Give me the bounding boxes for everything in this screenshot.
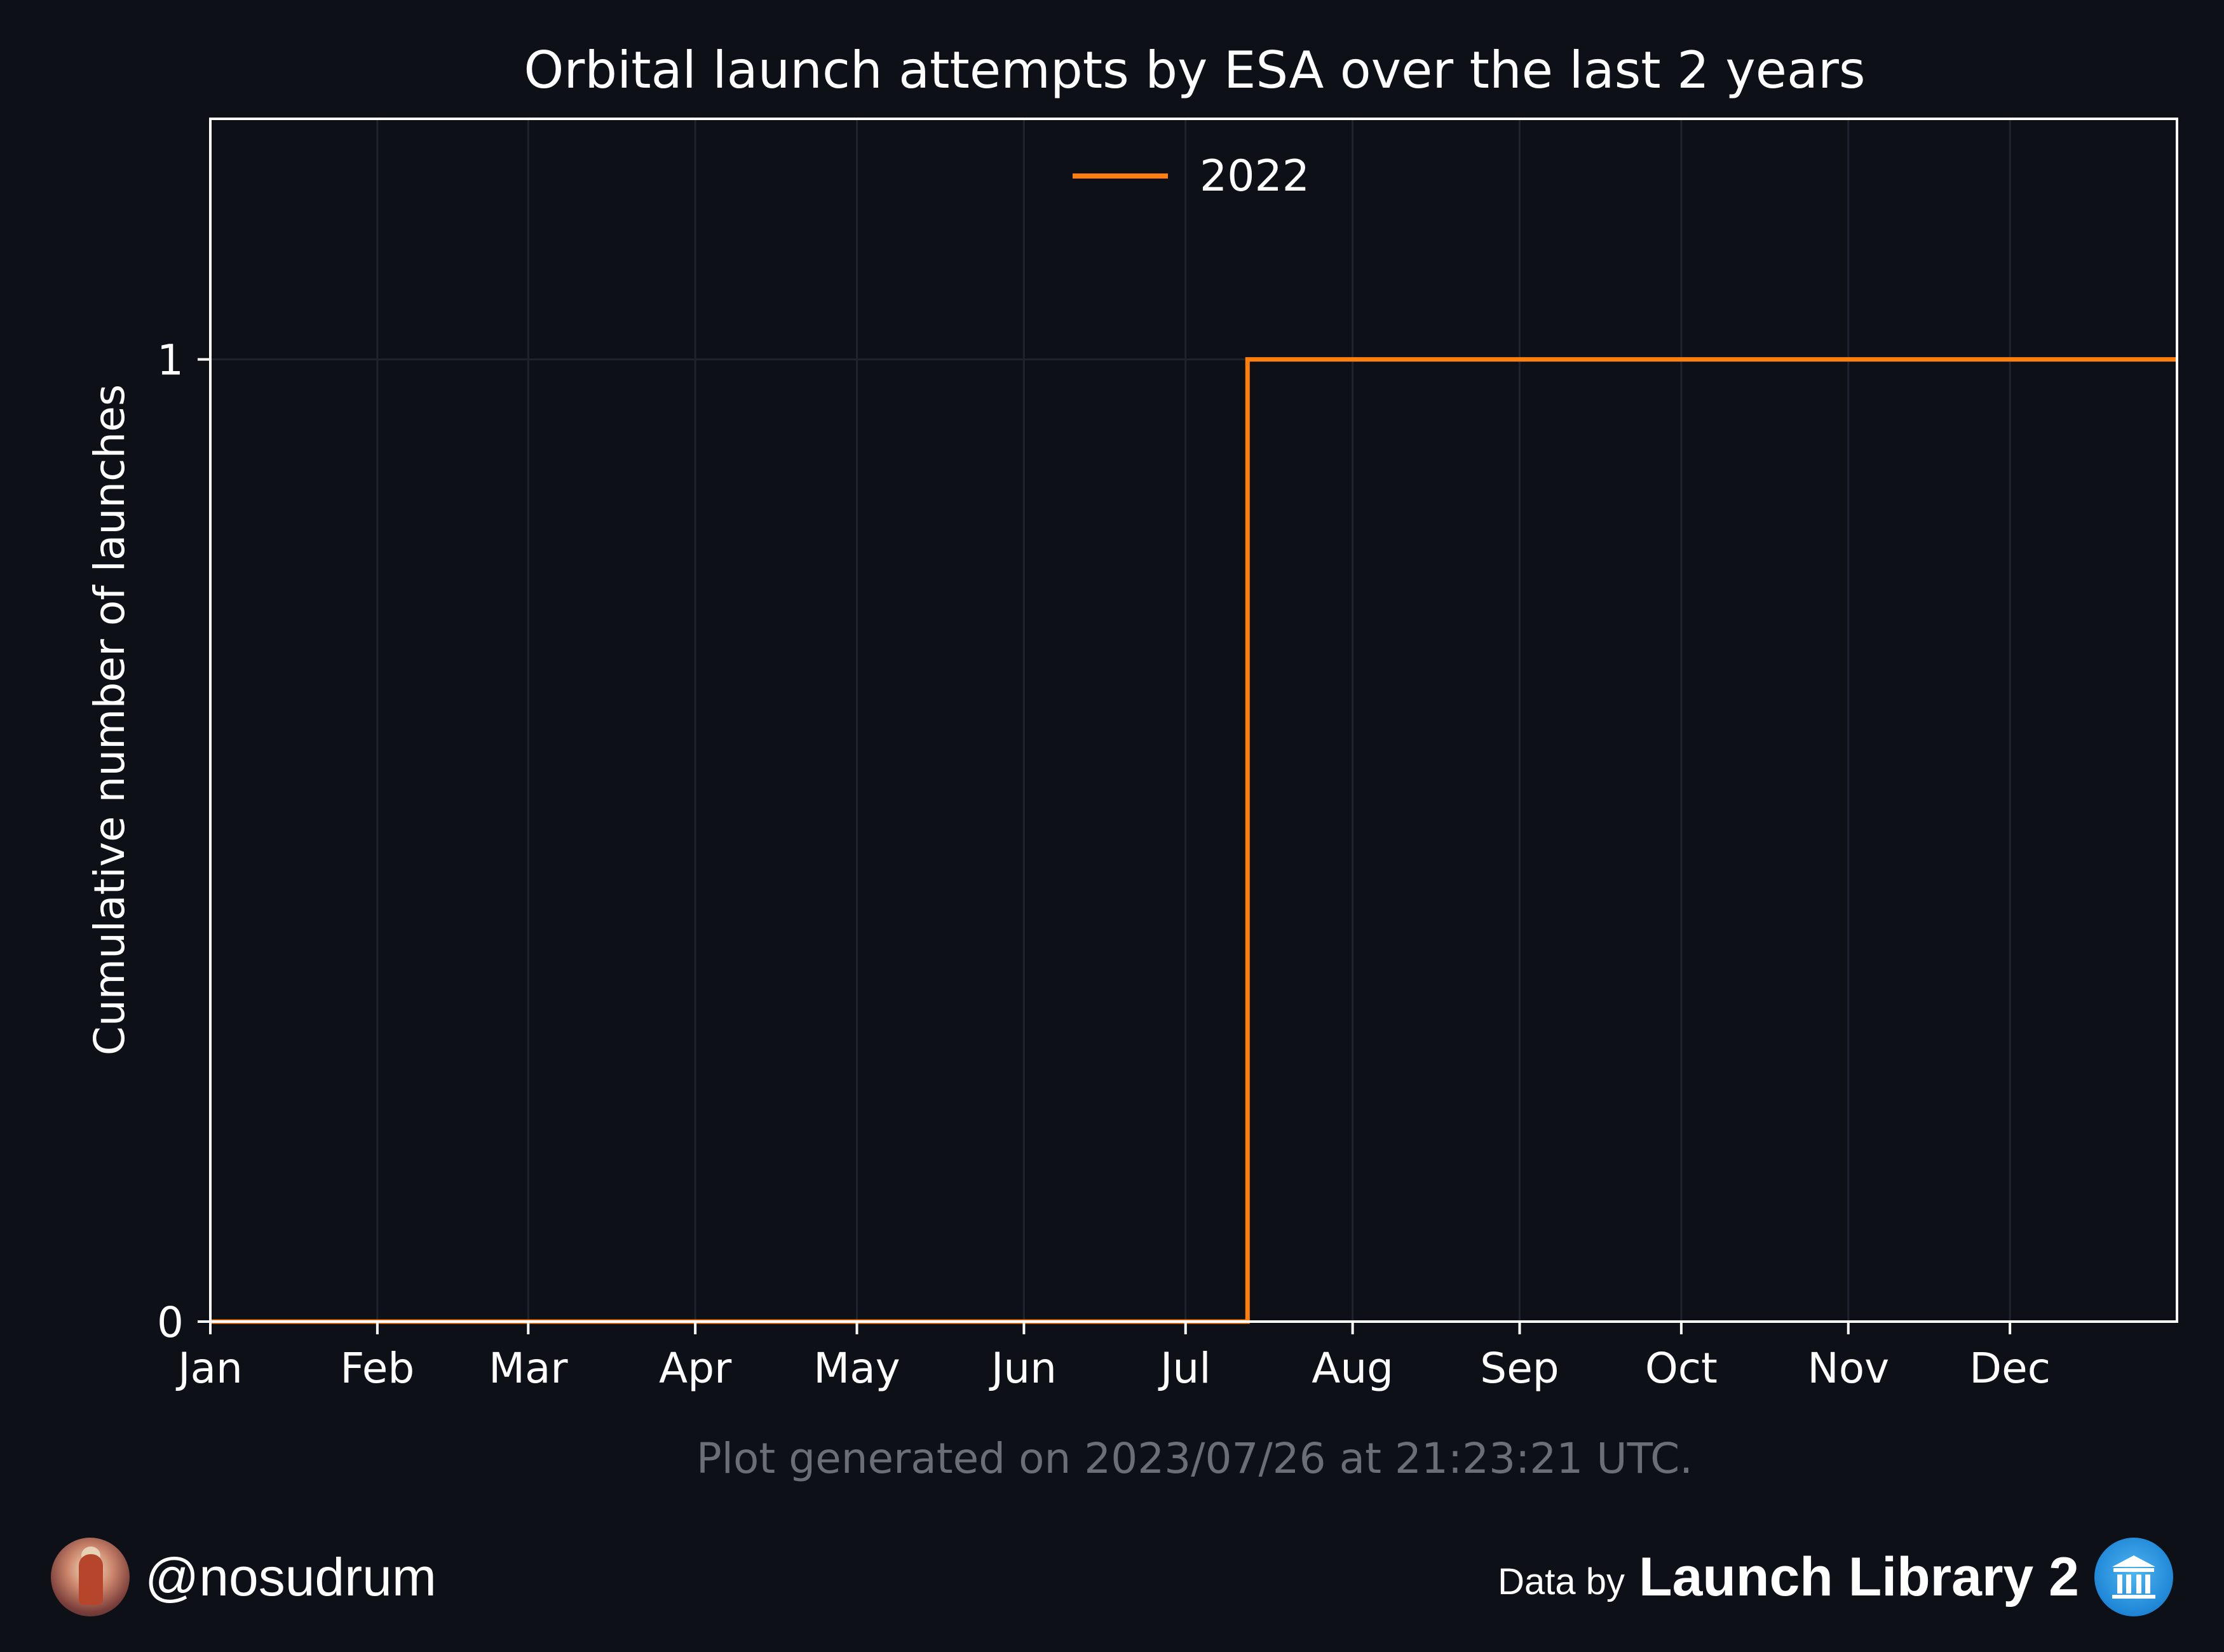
launch-library-logo-icon: [2094, 1538, 2173, 1616]
chart-title: Orbital launch attempts by ESA over the …: [524, 41, 1865, 100]
legend-label-2022: 2022: [1200, 151, 1310, 201]
x-tick-label: Mar: [489, 1344, 568, 1393]
y-axis: 01: [157, 336, 210, 1347]
x-tick-label: Sep: [1480, 1344, 1559, 1393]
series-layer: [210, 357, 2177, 1324]
plot-frame: [209, 118, 2178, 1323]
footer: @nosudrum Data by Launch Library 2: [0, 1525, 2224, 1627]
x-tick-label: Jan: [175, 1344, 243, 1393]
astronaut-avatar-icon: [51, 1538, 130, 1616]
y-tick-label: 1: [157, 336, 184, 385]
y-tick-label: 0: [157, 1298, 184, 1347]
y-axis-label: Cumulative number of launches: [85, 384, 134, 1055]
x-tick-label: Apr: [659, 1344, 732, 1393]
grid: [209, 119, 2177, 1323]
series-line-2022: [210, 357, 2177, 1324]
credit-name: Launch Library 2: [1639, 1546, 2079, 1608]
credit-prefix: Data by: [1498, 1561, 1625, 1602]
plot-generated-annotation: Plot generated on 2023/07/26 at 21:23:21…: [696, 1434, 1693, 1483]
x-tick-label: Nov: [1807, 1344, 1889, 1393]
x-tick-label: Feb: [340, 1344, 414, 1393]
x-axis: Jan Feb Mar Apr May Jun Jul Aug Sep Oct Nov Dec: [175, 1322, 2051, 1393]
x-tick-label: Oct: [1645, 1344, 1718, 1393]
x-tick-label: May: [813, 1344, 900, 1393]
x-tick-label: Jul: [1158, 1344, 1211, 1393]
author-handle: @nosudrum: [145, 1547, 437, 1607]
x-tick-label: Aug: [1312, 1344, 1393, 1393]
data-credit: Data by Launch Library 2: [1498, 1538, 2173, 1616]
legend: 2022: [1073, 151, 1310, 201]
author: @nosudrum: [51, 1538, 437, 1616]
x-tick-label: Dec: [1969, 1344, 2051, 1393]
x-tick-label: Jun: [989, 1344, 1057, 1393]
